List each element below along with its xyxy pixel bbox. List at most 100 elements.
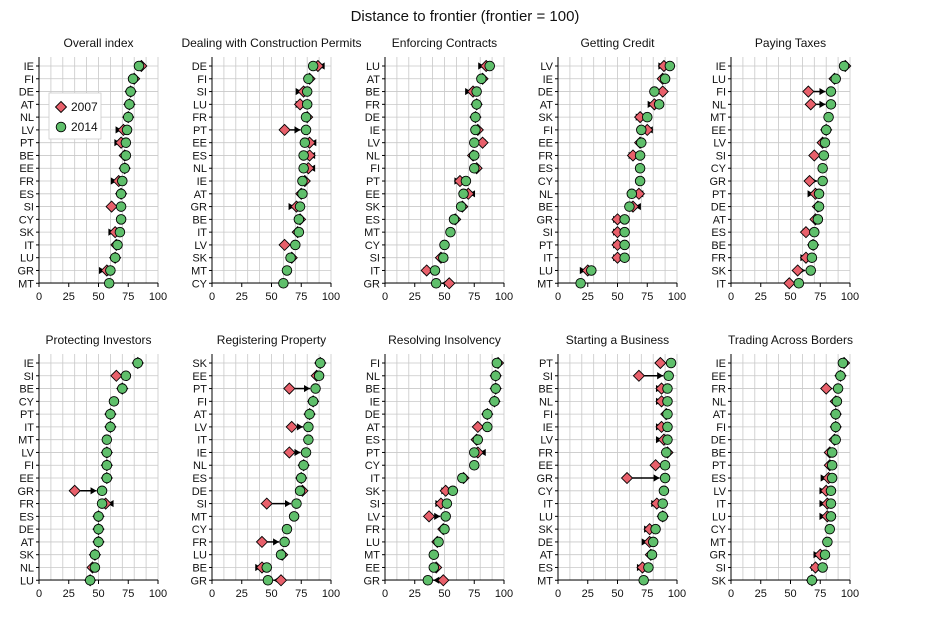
y-tick-label: FR	[19, 499, 34, 511]
point-2014	[489, 396, 500, 407]
change-arrow-head	[434, 512, 441, 520]
point-2014	[825, 498, 837, 509]
point-2014	[101, 459, 113, 471]
x-tick-label: 0	[382, 291, 388, 303]
point-2014	[825, 511, 837, 522]
point-2014	[806, 252, 818, 263]
panel-title: Getting Credit	[580, 36, 655, 50]
x-tick-label: 25	[755, 588, 767, 600]
point-2014	[664, 60, 676, 72]
point-2014	[490, 383, 501, 394]
y-tick-label: DE	[365, 112, 380, 124]
point-2014	[288, 511, 300, 522]
point-2014	[119, 162, 130, 174]
x-tick-label: 50	[784, 588, 796, 600]
point-2014	[838, 60, 850, 72]
point-2007	[443, 277, 456, 290]
point-2014	[261, 562, 272, 573]
point-2014	[471, 99, 482, 110]
y-tick-label: ES	[19, 511, 34, 523]
point-2014	[301, 86, 313, 97]
y-tick-label: CY	[365, 460, 381, 472]
y-tick-label: GR	[710, 550, 727, 562]
x-tick-label: 0	[209, 291, 215, 303]
point-2014	[299, 137, 311, 148]
x-tick-label: 50	[92, 291, 104, 303]
y-tick-label: EE	[19, 163, 34, 175]
legend-marker-circle	[55, 121, 67, 133]
point-2014	[422, 575, 434, 586]
point-2014	[89, 562, 101, 573]
y-tick-label: PT	[712, 460, 726, 472]
change-arrow-head	[294, 126, 301, 134]
point-2014	[835, 370, 846, 382]
point-2007	[260, 497, 273, 510]
point-2014	[297, 188, 308, 200]
point-2014	[293, 214, 305, 225]
point-2014	[805, 265, 816, 276]
point-2014	[624, 201, 635, 212]
x-tick-label: 25	[236, 588, 248, 600]
point-2014	[469, 137, 480, 148]
point-2014	[657, 498, 668, 509]
change-arrow-head	[273, 538, 280, 546]
x-tick-label: 25	[582, 291, 594, 303]
point-2014	[315, 357, 326, 369]
point-2014	[447, 485, 459, 497]
y-tick-label: GR	[191, 202, 208, 214]
y-tick-label: FR	[19, 176, 34, 188]
x-tick-label: 100	[668, 291, 686, 303]
y-tick-label: SI	[370, 499, 380, 511]
y-tick-label: AT	[21, 99, 35, 111]
point-2014	[112, 239, 123, 251]
y-tick-label: FI	[370, 358, 380, 370]
point-2014	[294, 201, 306, 212]
point-2014	[825, 485, 837, 497]
change-arrow-head	[284, 499, 291, 508]
y-tick-label: PT	[539, 240, 553, 252]
point-2014	[575, 278, 586, 289]
y-tick-label: ES	[365, 214, 380, 226]
y-tick-label: FI	[543, 409, 553, 421]
y-tick-label: IE	[716, 358, 726, 370]
point-2014	[817, 162, 828, 174]
point-2014	[626, 188, 638, 200]
point-2014	[619, 226, 630, 238]
point-2014	[807, 239, 819, 251]
y-tick-label: IT	[197, 227, 207, 239]
x-tick-label: 50	[265, 588, 277, 600]
x-tick-label: 100	[841, 291, 859, 303]
x-tick-label: 50	[784, 291, 796, 303]
y-tick-label: BE	[192, 214, 207, 226]
point-2014	[826, 472, 838, 484]
point-2014	[830, 408, 841, 420]
point-2014	[830, 73, 841, 85]
change-arrow-head	[433, 576, 440, 584]
y-tick-label: BE	[538, 384, 553, 396]
legend-box	[48, 92, 102, 140]
point-2014	[429, 265, 441, 276]
y-tick-label: FI	[716, 87, 726, 99]
x-tick-label: 75	[814, 588, 826, 600]
point-2014	[121, 124, 133, 136]
x-tick-label: 75	[814, 291, 826, 303]
point-2014	[469, 459, 480, 471]
x-tick-label: 50	[438, 588, 450, 600]
y-tick-label: FR	[192, 537, 207, 549]
point-2014	[101, 447, 113, 458]
y-tick-label: LV	[540, 61, 553, 73]
y-tick-label: BE	[711, 447, 726, 459]
point-2014	[822, 536, 833, 548]
point-2014	[298, 150, 309, 161]
y-tick-label: SI	[543, 371, 553, 383]
y-tick-label: MT	[710, 112, 726, 124]
point-2014	[430, 278, 442, 289]
y-tick-label: NL	[193, 460, 207, 472]
y-tick-label: SK	[538, 524, 553, 536]
point-2014	[484, 60, 495, 72]
point-2014	[313, 370, 325, 382]
panel-title: Overall index	[63, 36, 133, 50]
y-tick-label: IE	[370, 125, 380, 137]
